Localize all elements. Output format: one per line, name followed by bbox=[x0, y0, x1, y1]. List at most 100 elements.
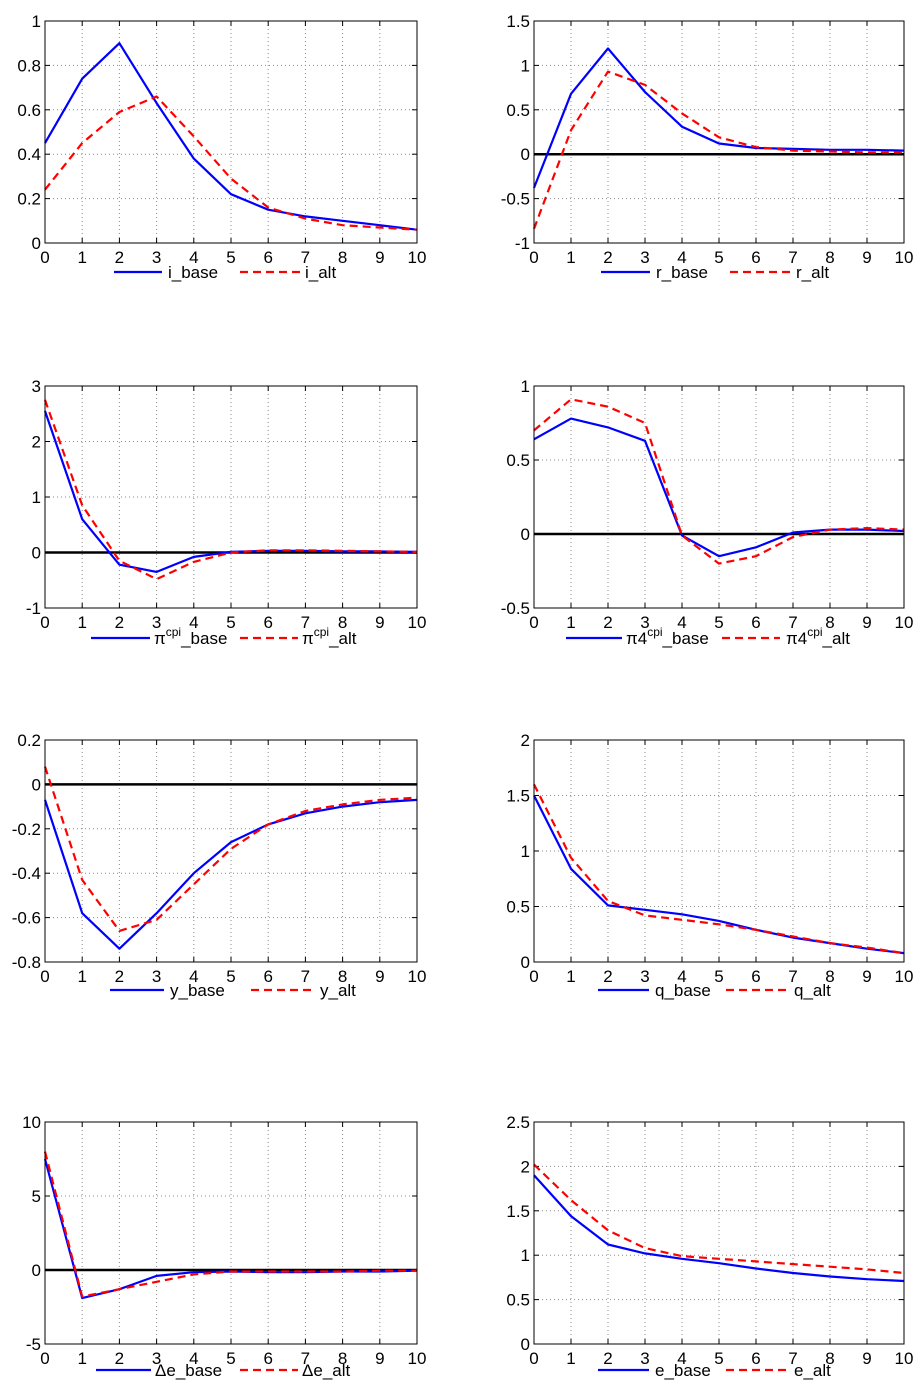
series-line-alt bbox=[44, 95, 418, 231]
axes-frame bbox=[44, 1121, 418, 1345]
y-tick-label: -0.5 bbox=[501, 599, 530, 618]
y-tick-label: 0.8 bbox=[17, 56, 41, 75]
y-tick-label: 0.2 bbox=[17, 731, 41, 750]
legend-label: π4cpi_base bbox=[626, 625, 709, 648]
legend: i_base i_alt bbox=[114, 263, 336, 282]
series-line-alt bbox=[532, 70, 904, 230]
y-tick-label: 0.5 bbox=[506, 1291, 530, 1310]
x-tick-label: 6 bbox=[263, 613, 272, 632]
x-tick-label: 0 bbox=[529, 967, 538, 986]
y-tick-label: 0.2 bbox=[17, 190, 41, 209]
x-tick-label: 9 bbox=[375, 1349, 384, 1368]
series-line-alt bbox=[43, 399, 418, 581]
legend: Δe_base Δe_alt bbox=[96, 1361, 351, 1380]
y-tick-label: 1.5 bbox=[506, 1202, 530, 1221]
y-tick-label: 1 bbox=[521, 56, 530, 75]
chart-panel-6: 0 1 2 3 4 5 6 7 8 9 10 0 0.5 1 1.5 2 q_base q_alt bbox=[506, 731, 913, 1000]
series-line-base bbox=[43, 798, 418, 950]
x-tick-label: 8 bbox=[338, 967, 347, 986]
x-tick-label: 3 bbox=[152, 1349, 161, 1368]
legend-label: y_alt bbox=[320, 981, 356, 1000]
legend-label: r_alt bbox=[796, 263, 829, 282]
x-tick-label: 2 bbox=[603, 1349, 612, 1368]
y-tick-label: 0 bbox=[32, 1261, 41, 1280]
x-tick-label: 9 bbox=[375, 248, 384, 267]
x-tick-label: 8 bbox=[338, 613, 347, 632]
x-tick-label: 6 bbox=[751, 613, 760, 632]
y-tick-label: 3 bbox=[32, 377, 41, 396]
x-tick-label: 4 bbox=[189, 1349, 198, 1368]
series-line-base bbox=[44, 42, 418, 231]
y-tick-label: 0.4 bbox=[17, 145, 41, 164]
y-tick-label: -0.4 bbox=[12, 864, 41, 883]
x-tick-label: 5 bbox=[714, 248, 723, 267]
x-tick-label: 4 bbox=[677, 967, 686, 986]
x-tick-label: 3 bbox=[152, 613, 161, 632]
x-tick-label: 3 bbox=[152, 248, 161, 267]
legend-label: π4cpi_alt bbox=[786, 625, 850, 648]
y-tick-label: -0.5 bbox=[501, 190, 530, 209]
x-tick-label: 0 bbox=[40, 613, 49, 632]
x-tick-label: 1 bbox=[566, 967, 575, 986]
y-tick-label: -1 bbox=[26, 599, 41, 618]
x-tick-label: 9 bbox=[862, 613, 871, 632]
x-tick-label: 5 bbox=[226, 613, 235, 632]
x-tick-label: 8 bbox=[338, 1349, 347, 1368]
x-tick-label: 0 bbox=[40, 967, 49, 986]
x-tick-label: 8 bbox=[825, 967, 834, 986]
chart-panel-5: 0 1 2 3 4 5 6 7 8 9 10-0.8-0.6-0.4-0.200.2y_base y_… bbox=[12, 731, 427, 1000]
legend-label: q_alt bbox=[794, 981, 831, 1000]
x-tick-label: 2 bbox=[115, 613, 124, 632]
legend-label: Δe_base bbox=[155, 1361, 222, 1380]
y-tick-label: 10 bbox=[22, 1113, 41, 1132]
x-tick-label: 6 bbox=[751, 248, 760, 267]
x-tick-label: 7 bbox=[301, 248, 310, 267]
x-tick-label: 2 bbox=[603, 967, 612, 986]
legend: q_base q_alt bbox=[598, 981, 831, 1000]
legend: r_base r_alt bbox=[601, 263, 829, 282]
x-tick-label: 5 bbox=[714, 967, 723, 986]
x-tick-label: 1 bbox=[77, 613, 86, 632]
legend-label: πcpi_base bbox=[154, 625, 227, 648]
y-tick-label: 0.5 bbox=[506, 101, 530, 120]
x-tick-label: 9 bbox=[375, 967, 384, 986]
x-tick-label: 3 bbox=[640, 613, 649, 632]
legend-label: i_alt bbox=[305, 263, 336, 282]
axes-frame bbox=[533, 739, 905, 963]
y-tick-label: 2 bbox=[32, 433, 41, 452]
x-tick-label: 5 bbox=[714, 613, 723, 632]
x-tick-label: 8 bbox=[825, 613, 834, 632]
x-tick-label: 6 bbox=[263, 248, 272, 267]
series-line-alt bbox=[533, 783, 905, 955]
legend-label: i_base bbox=[168, 263, 218, 282]
y-tick-label: 0 bbox=[32, 234, 41, 253]
y-tick-label: -0.8 bbox=[12, 953, 41, 972]
x-tick-label: 7 bbox=[301, 1349, 310, 1368]
series-line-alt bbox=[43, 1151, 417, 1298]
chart-panel-2: 0 1 2 3 4 5 6 7 8 9 10 -1 -0.5 0 0.5 1 1.5 r_base r_alt bbox=[501, 12, 914, 282]
legend-label: r_base bbox=[656, 263, 708, 282]
series-line-alt bbox=[43, 766, 418, 933]
y-tick-label: 0 bbox=[32, 775, 41, 794]
x-tick-label: 9 bbox=[862, 1349, 871, 1368]
y-tick-label: 0 bbox=[521, 525, 530, 544]
x-tick-label: 2 bbox=[115, 967, 124, 986]
y-tick-label: 0 bbox=[32, 544, 41, 563]
x-tick-label: 4 bbox=[189, 248, 198, 267]
series-line-alt bbox=[533, 398, 905, 565]
x-tick-label: 7 bbox=[301, 613, 310, 632]
x-tick-label: 0 bbox=[40, 1349, 49, 1368]
x-tick-label: 10 bbox=[408, 248, 427, 267]
legend-label: e_base bbox=[655, 1361, 711, 1380]
legend-label: e_alt bbox=[794, 1361, 831, 1380]
y-tick-label: 2 bbox=[521, 1157, 530, 1176]
y-tick-label: 1.5 bbox=[506, 787, 530, 806]
legend-label: q_base bbox=[655, 981, 711, 1000]
x-tick-label: 6 bbox=[751, 1349, 760, 1368]
chart-panel-8: 0 1 2 3 4 5 6 7 8 9 10 0 0.5 1 1.5 2 2.5 e_base e_alt bbox=[506, 1113, 913, 1380]
x-tick-label: 3 bbox=[640, 967, 649, 986]
